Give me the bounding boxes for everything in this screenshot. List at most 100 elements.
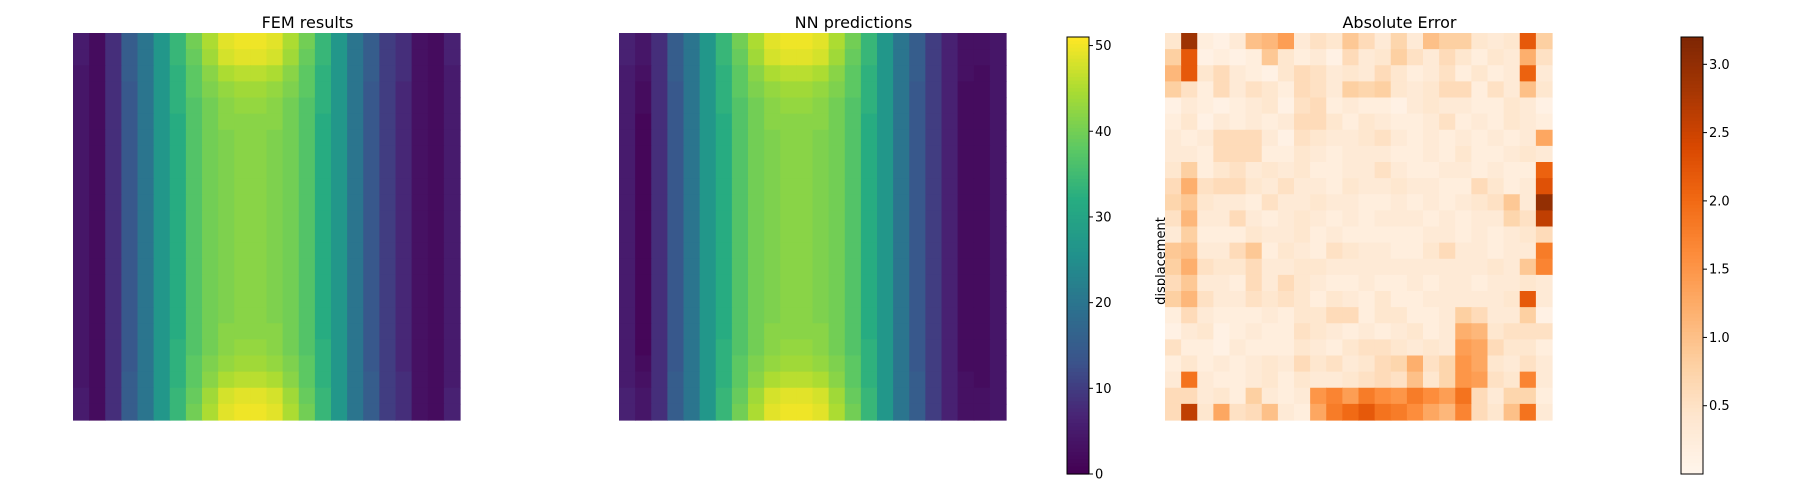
- heatmap-cell: [1390, 81, 1408, 99]
- heatmap-cell: [941, 129, 959, 147]
- heatmap-cell: [73, 129, 90, 147]
- heatmap-cell: [812, 210, 830, 228]
- heatmap-cell: [121, 403, 139, 421]
- heatmap-cell: [764, 129, 781, 147]
- colorbar-segment: [1681, 128, 1703, 133]
- heatmap-cell: [1439, 226, 1456, 244]
- heatmap-cell: [1277, 226, 1295, 244]
- colorbar-segment: [1067, 128, 1089, 133]
- heatmap-cell: [619, 371, 636, 389]
- colorbar-segment: [1681, 288, 1703, 293]
- heatmap-cell: [89, 355, 106, 373]
- heatmap-cell: [683, 65, 701, 82]
- heatmap-cell: [1503, 355, 1521, 373]
- heatmap-cell: [1277, 274, 1295, 292]
- heatmap-cell: [1326, 97, 1343, 115]
- heatmap-cell: [796, 113, 814, 131]
- colorbar-segment: [1067, 135, 1089, 140]
- heatmap-cell: [266, 307, 284, 324]
- colorbar-segment: [1067, 408, 1089, 413]
- heatmap-cell: [1261, 355, 1279, 373]
- heatmap-cell: [635, 113, 652, 131]
- heatmap-cell: [683, 242, 701, 260]
- heatmap-cell: [1310, 65, 1327, 82]
- colorbar-segment: [1681, 131, 1703, 136]
- heatmap-cell: [395, 129, 413, 147]
- heatmap-cell: [137, 194, 155, 211]
- heatmap-cell: [363, 242, 380, 260]
- heatmap-cell: [651, 323, 668, 340]
- heatmap-cell: [395, 274, 413, 292]
- heatmap-cell: [314, 178, 332, 195]
- heatmap-cell: [1439, 307, 1456, 324]
- heatmap-cell: [748, 403, 765, 421]
- heatmap-cell: [651, 81, 668, 99]
- colorbar-segment: [1681, 266, 1703, 271]
- heatmap-cell: [1245, 49, 1263, 66]
- heatmap-cell: [1390, 210, 1408, 228]
- heatmap-cell: [1390, 387, 1408, 405]
- heatmap-cell: [764, 81, 781, 99]
- heatmap-cell: [1487, 33, 1505, 50]
- heatmap-cell: [683, 81, 701, 99]
- heatmap-cell: [893, 387, 910, 405]
- heatmap-cell: [957, 194, 975, 211]
- heatmap-cell: [1181, 371, 1198, 389]
- heatmap-cell: [635, 162, 652, 179]
- heatmap-cell: [683, 194, 701, 211]
- heatmap-cell: [105, 178, 122, 195]
- heatmap-cell: [1197, 113, 1214, 131]
- heatmap-cell: [89, 403, 106, 421]
- colorbar-segment: [1067, 273, 1089, 278]
- colorbar-tick-label: 3.0: [1709, 58, 1730, 73]
- heatmap-cell: [1213, 81, 1231, 99]
- colorbar-tick-label: 30: [1095, 210, 1112, 225]
- heatmap-cell: [1390, 49, 1408, 66]
- colorbar-segment: [1067, 40, 1089, 45]
- heatmap-cell: [137, 113, 155, 131]
- heatmap-cell: [989, 258, 1007, 276]
- heatmap-cell: [1455, 355, 1472, 373]
- colorbar-segment: [1067, 204, 1089, 209]
- heatmap-cell: [1519, 129, 1537, 147]
- heatmap-cell: [379, 226, 397, 244]
- heatmap-cell: [796, 323, 814, 340]
- heatmap-cell: [699, 194, 717, 211]
- heatmap-cell: [1406, 387, 1424, 405]
- heatmap-cell: [202, 129, 219, 147]
- heatmap-cell: [1229, 49, 1247, 66]
- colorbar-segment: [1681, 164, 1703, 169]
- heatmap-cell: [877, 355, 894, 373]
- heatmap-cell: [1455, 387, 1472, 405]
- heatmap-cell: [1294, 129, 1311, 147]
- heatmap-cell: [699, 355, 717, 373]
- heatmap-cell: [812, 371, 830, 389]
- heatmap-cell: [651, 226, 668, 244]
- heatmap-cell: [1406, 33, 1424, 50]
- heatmap-cell: [796, 49, 814, 66]
- heatmap-cell: [89, 33, 106, 50]
- heatmap-cell: [748, 258, 765, 276]
- heatmap-cell: [780, 387, 797, 405]
- heatmap-cell: [989, 178, 1007, 195]
- heatmap-cell: [941, 291, 959, 308]
- heatmap-cell: [989, 81, 1007, 99]
- heatmap-cell: [1326, 113, 1343, 131]
- heatmap-cell: [298, 323, 316, 340]
- heatmap-cell: [443, 242, 461, 260]
- heatmap-cell: [1406, 258, 1424, 276]
- colorbar-segment: [1681, 291, 1703, 297]
- heatmap-cell: [1213, 291, 1231, 308]
- heatmap-cell: [411, 178, 429, 195]
- heatmap-cell: [282, 81, 300, 99]
- heatmap-cell: [1535, 178, 1553, 195]
- heatmap-cell: [925, 339, 943, 357]
- heatmap-cell: [1294, 65, 1311, 82]
- heatmap-cell: [1261, 113, 1279, 131]
- heatmap-cell: [941, 371, 959, 389]
- heatmap-cell: [137, 49, 155, 66]
- heatmap-cell: [925, 258, 943, 276]
- heatmap-cell: [395, 81, 413, 99]
- heatmap-cell: [748, 65, 765, 82]
- heatmap-cell: [828, 210, 846, 228]
